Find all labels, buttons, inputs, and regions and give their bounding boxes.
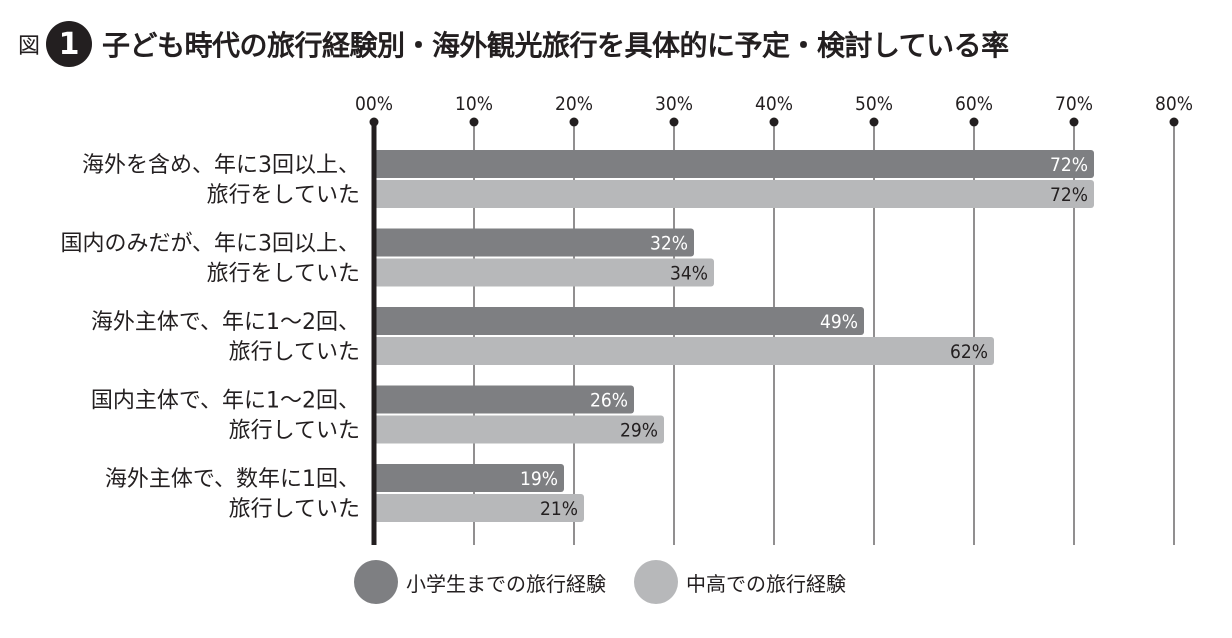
tick-dot <box>569 117 579 127</box>
legend-label-series-1: 小学生までの旅行経験 <box>406 571 606 596</box>
bar-series-2 <box>374 415 664 444</box>
category-label: 旅行していた <box>229 340 360 365</box>
figure-number-badge: 1 <box>46 21 93 67</box>
tick-dot <box>969 117 979 127</box>
chart-title: 子ども時代の旅行経験別・海外観光旅行を具体的に予定・検討している率 <box>102 29 1009 62</box>
bar-data-label: 21% <box>540 498 578 520</box>
category-label: 海外主体で、数年に1回、 <box>105 467 360 492</box>
category-label: 国内主体で、年に1～2回、 <box>91 389 360 414</box>
tick-dot <box>769 117 779 127</box>
tick-dot <box>869 117 879 127</box>
bar-data-label: 32% <box>650 233 688 255</box>
bar-series-1 <box>374 228 694 257</box>
legend-swatch-series-1 <box>354 560 398 604</box>
category-label: 海外を含め、年に3回以上、 <box>82 153 360 178</box>
legend-item-series-1: 小学生までの旅行経験 <box>354 560 606 604</box>
bar-series-2 <box>374 258 714 287</box>
category-label: 旅行していた <box>229 497 360 522</box>
tick-label: 40% <box>755 93 793 115</box>
tick-label: 80% <box>1155 93 1193 115</box>
bar-series-1 <box>374 464 564 492</box>
figure-header: 図 1 子ども時代の旅行経験別・海外観光旅行を具体的に予定・検討している率 <box>18 14 1009 74</box>
bar-series-1 <box>374 385 634 414</box>
tick-label: 30% <box>655 93 693 115</box>
bar-data-label: 26% <box>590 390 628 412</box>
bar-data-label: 72% <box>1050 154 1088 176</box>
bar-series-1 <box>374 307 864 335</box>
bar-data-label: 19% <box>520 468 558 490</box>
bar-series-2 <box>374 494 584 522</box>
category-label: 旅行をしていた <box>207 262 360 287</box>
bar-data-label: 49% <box>820 311 858 333</box>
tick-label: 70% <box>1055 93 1093 115</box>
category-label: 旅行をしていた <box>207 183 360 208</box>
tick-label: 00% <box>355 93 393 115</box>
bar-series-2 <box>374 180 1094 208</box>
tick-label: 10% <box>455 93 493 115</box>
figure-prefix: 図 <box>18 34 41 59</box>
tick-label: 50% <box>855 93 893 115</box>
tick-dot <box>1169 117 1179 127</box>
legend-label-series-2: 中高での旅行経験 <box>686 571 846 596</box>
bar-data-label: 72% <box>1050 184 1088 206</box>
category-label: 国内のみだが、年に3回以上、 <box>60 232 360 257</box>
category-label: 海外主体で、年に1～2回、 <box>91 310 360 335</box>
bar-data-label: 62% <box>950 341 988 363</box>
bar-data-label: 34% <box>670 263 708 285</box>
tick-label: 20% <box>555 93 593 115</box>
bar-data-label: 29% <box>620 420 658 442</box>
bar-series-1 <box>374 150 1094 178</box>
tick-dot <box>469 117 479 127</box>
category-label: 旅行していた <box>229 419 360 444</box>
bar-series-2 <box>374 337 994 365</box>
tick-dot <box>669 117 679 127</box>
chart-legend: 小学生までの旅行経験 中高での旅行経験 <box>354 560 874 604</box>
legend-item-series-2: 中高での旅行経験 <box>634 560 846 604</box>
legend-swatch-series-2 <box>634 560 678 604</box>
tick-dot <box>1069 117 1079 127</box>
tick-label: 60% <box>955 93 993 115</box>
